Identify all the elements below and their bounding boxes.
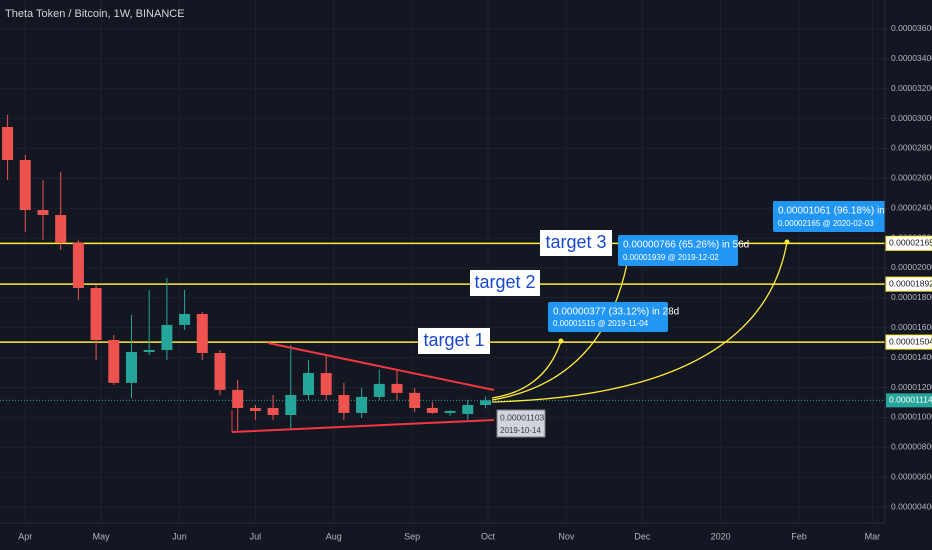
candle-body <box>90 288 102 341</box>
candle-body <box>196 314 208 353</box>
y-tick-label: 0.00002600 <box>891 173 932 183</box>
x-tick-label: Aug <box>326 531 342 541</box>
candle-body <box>108 340 120 383</box>
tooltip-text: 0.00001103 <box>500 412 545 422</box>
marks <box>0 115 885 430</box>
x-tick-label: Jul <box>250 531 262 541</box>
candle-body <box>356 396 368 413</box>
y-tick-label: 0.00003600 <box>891 23 932 33</box>
x-tick-label: Sep <box>404 531 420 541</box>
candle-body <box>373 383 385 397</box>
candle-body <box>302 373 314 395</box>
y-tick-label: 0.00002000 <box>891 262 932 272</box>
target-box <box>540 230 612 256</box>
x-tick-label: Feb <box>791 531 807 541</box>
candle-body <box>391 383 403 393</box>
candle-body <box>462 404 474 414</box>
target-box <box>418 328 490 354</box>
trend-line <box>267 342 495 391</box>
y-tick-label: 0.00003000 <box>891 113 932 123</box>
candle-body <box>179 314 191 325</box>
candle-body <box>143 350 155 352</box>
x-tick-label: Oct <box>481 531 496 541</box>
measure-box <box>773 201 885 232</box>
measure-text: 0.00002165 @ 2020-02-03 <box>778 219 874 228</box>
y-tick-label: 0.00001800 <box>891 292 932 302</box>
measure-box <box>618 235 738 266</box>
y-tick-label: 0.00001000 <box>891 412 932 422</box>
y-tick-label: 0.00000400 <box>891 501 932 511</box>
trend-line <box>231 419 495 433</box>
x-tick-label: Jun <box>172 531 187 541</box>
y-tick-label: 0.00002400 <box>891 202 932 212</box>
measure-text: 0.00001061 (96.18%) in 11 <box>778 206 898 217</box>
axes: 0.00003600 0.00003400 0.00003200 0.00003000… <box>18 23 932 541</box>
grid <box>0 0 885 523</box>
measure-clip: 0.00001061 (96.18%) in 11 0.00002165 @ 2… <box>773 201 898 232</box>
measure-text: 0.00000377 (33.12%) in 28d <box>553 307 679 318</box>
projection-end <box>558 338 564 344</box>
measure-text: 0.00000766 (65.26%) in 56d <box>623 240 749 251</box>
candle-body <box>409 392 421 408</box>
target-label: target 1 <box>423 330 484 350</box>
candle-body <box>249 407 261 411</box>
projection-end <box>784 239 790 245</box>
candle-body <box>2 126 14 160</box>
candle-body <box>267 407 279 415</box>
candle-body <box>479 400 491 405</box>
target-label: target 2 <box>474 272 535 292</box>
last-price-tag <box>886 393 932 408</box>
x-tick-label: Mar <box>865 531 881 541</box>
y-tick-label: 0.00000600 <box>891 471 932 481</box>
y-tick-label: 0.00001600 <box>891 322 932 332</box>
candle-body <box>19 159 31 211</box>
x-tick-label: Dec <box>634 531 651 541</box>
level-label: 0.00001892 <box>889 278 932 288</box>
candle-body <box>214 352 226 390</box>
candle-body <box>232 389 244 408</box>
candle-body <box>338 394 350 413</box>
level-tag <box>885 235 932 251</box>
x-tick-label: May <box>93 531 111 541</box>
candle-body <box>426 407 438 413</box>
last-price-label: 0.00001114 <box>889 395 932 405</box>
measure-text: 0.00001939 @ 2019-12-02 <box>623 253 719 262</box>
target-label: target 3 <box>545 232 606 252</box>
candle-body <box>37 210 49 215</box>
candle-body <box>161 324 173 351</box>
y-tick-label: 0.00003200 <box>891 83 932 93</box>
x-tick-label: Apr <box>18 531 32 541</box>
x-tick-label: 2020 <box>711 531 731 541</box>
x-tick-label: Nov <box>558 531 575 541</box>
projection-curve <box>491 340 562 399</box>
candle-body <box>444 410 456 413</box>
y-tick-label: 0.00002800 <box>891 143 932 153</box>
candle-body <box>125 351 137 383</box>
level-label: 0.00001504 <box>889 336 932 346</box>
y-tick-label: 0.00000800 <box>891 442 932 452</box>
level-tag <box>885 334 932 350</box>
candle-body <box>285 394 297 415</box>
y-tick-label: 0.00001400 <box>891 352 932 362</box>
level-label: 0.00002165 <box>889 238 932 248</box>
y-tick-label: 0.00001200 <box>891 382 932 392</box>
measure-text: 0.00001515 @ 2019-11-04 <box>553 319 649 328</box>
chart-title: Theta Token / Bitcoin, 1W, BINANCE <box>5 8 185 20</box>
measure-box <box>548 302 668 332</box>
projection-curve <box>491 246 631 401</box>
y-tick-label: 0.00003400 <box>891 53 932 63</box>
candle-body <box>55 214 67 243</box>
level-tag <box>885 276 932 292</box>
target-box <box>470 270 540 296</box>
tooltip-text: 2019-10-14 <box>500 426 541 435</box>
projection-curve <box>491 241 788 403</box>
candle-body <box>72 242 84 289</box>
tooltip-box <box>496 409 546 438</box>
candle-body <box>320 373 332 395</box>
